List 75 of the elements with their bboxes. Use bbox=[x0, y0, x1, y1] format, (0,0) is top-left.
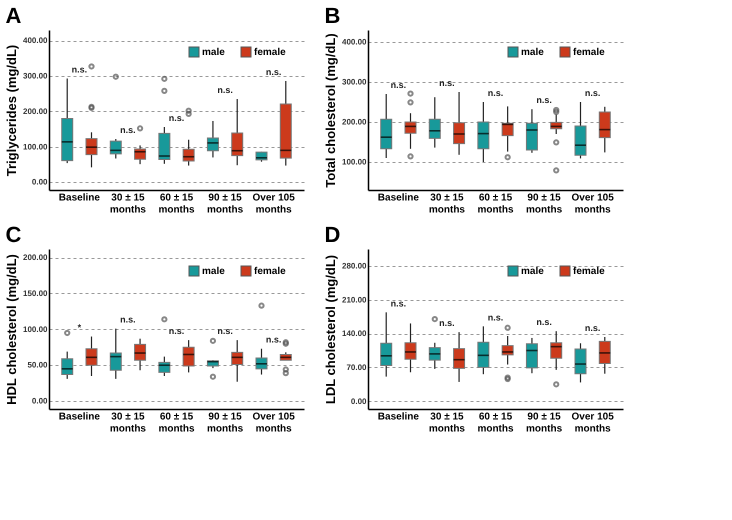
x-tick-label: 30 ± 15 months bbox=[428, 412, 466, 434]
annotation: n.s. bbox=[439, 318, 455, 328]
legend-label: female bbox=[254, 47, 286, 58]
annotation: n.s. bbox=[217, 85, 233, 96]
y-axis-title: LDL cholesterol (mg/dL) bbox=[323, 254, 338, 404]
annotation: n.s. bbox=[217, 326, 233, 336]
annotation: n.s. bbox=[488, 88, 504, 98]
annotation: n.s. bbox=[390, 80, 406, 90]
annotation: n.s. bbox=[584, 322, 600, 333]
chart-title: A bbox=[6, 3, 22, 28]
y-tick-label: 200.00 bbox=[23, 253, 48, 262]
y-axis-title: Total cholesterol (mg/dL) bbox=[323, 33, 338, 188]
annotation: n.s. bbox=[390, 298, 406, 308]
y-tick-label: 200.00 bbox=[342, 118, 368, 126]
chart-title: D bbox=[324, 222, 340, 247]
annotation: n.s. bbox=[120, 125, 136, 136]
y-tick-label: 0.00 bbox=[32, 178, 48, 187]
annotation: n.s. bbox=[536, 95, 552, 106]
x-tick-label: 90 ± 15 months bbox=[526, 412, 563, 434]
x-tick-label: Over 105 months bbox=[572, 412, 614, 434]
y-tick-label: 280.00 bbox=[342, 261, 368, 270]
y-tick-label: 400.00 bbox=[342, 38, 368, 46]
x-tick-label: 30 ± 15 months bbox=[110, 192, 146, 216]
y-tick-label: 150.00 bbox=[23, 288, 48, 298]
annotation: n.s. bbox=[266, 66, 282, 77]
x-tick-label: 60 ± 15 months bbox=[158, 192, 195, 216]
x-tick-label: 30 ± 15 months bbox=[110, 412, 146, 434]
x-tick-label: Baseline bbox=[378, 412, 420, 422]
y-tick-label: 70.00 bbox=[346, 362, 368, 372]
y-tick-label: 100.00 bbox=[342, 158, 368, 166]
annotation: * bbox=[78, 322, 82, 333]
x-tick-label: Baseline bbox=[378, 192, 420, 204]
x-tick-label: 60 ± 15 months bbox=[477, 192, 514, 216]
y-tick-label: 140.00 bbox=[342, 329, 368, 338]
y-tick-label: 300.00 bbox=[23, 72, 48, 81]
chart-title: B bbox=[324, 3, 340, 28]
annotation: n.s. bbox=[439, 78, 455, 88]
legend-label: male bbox=[521, 47, 544, 58]
annotation: n.s. bbox=[168, 112, 184, 123]
annotation: n.s. bbox=[72, 64, 88, 74]
legend-label: female bbox=[573, 47, 606, 58]
x-tick-label: 90 ± 15 months bbox=[207, 192, 244, 216]
y-tick-label: 400.00 bbox=[23, 36, 48, 46]
y-tick-label: 210.00 bbox=[342, 295, 368, 304]
legend-label: female bbox=[254, 266, 286, 277]
x-tick-label: Over 105 months bbox=[572, 192, 614, 216]
annotation: n.s. bbox=[536, 317, 552, 328]
y-tick-label: 300.00 bbox=[342, 78, 368, 86]
y-tick-label: 200.00 bbox=[23, 106, 48, 116]
annotation: n.s. bbox=[266, 334, 282, 345]
annotation: n.s. bbox=[488, 312, 504, 322]
chart-title: C bbox=[6, 222, 22, 247]
annotation: n.s. bbox=[584, 88, 600, 98]
y-tick-label: 100.00 bbox=[23, 324, 48, 334]
annotation: n.s. bbox=[120, 314, 136, 325]
x-tick-label: 60 ± 15 months bbox=[158, 412, 195, 434]
x-tick-label: 60 ± 15 months bbox=[477, 412, 514, 434]
y-axis-title: HDL cholesterol (mg/dL) bbox=[4, 254, 20, 405]
legend-label: male bbox=[202, 266, 226, 277]
annotation: n.s. bbox=[168, 326, 184, 336]
x-tick-label: 90 ± 15 months bbox=[207, 412, 244, 434]
x-tick-label: Over 105 months bbox=[252, 192, 296, 216]
y-tick-label: 50.00 bbox=[27, 360, 48, 370]
x-tick-label: 30 ± 15 months bbox=[428, 192, 466, 216]
x-tick-label: Over 105 months bbox=[252, 412, 296, 434]
x-tick-label: Baseline bbox=[58, 412, 100, 422]
y-tick-label: 100.00 bbox=[23, 142, 48, 152]
legend-label: male bbox=[202, 47, 226, 58]
y-tick-label: 0.00 bbox=[350, 396, 368, 406]
y-axis-title: Triglycerides (mg/dL) bbox=[4, 44, 20, 176]
legend-label: male bbox=[521, 266, 544, 277]
x-tick-label: Baseline bbox=[58, 192, 100, 204]
y-tick-label: 0.00 bbox=[32, 396, 48, 406]
x-tick-label: 90 ± 15 months bbox=[526, 192, 563, 216]
legend-label: female bbox=[573, 266, 606, 277]
